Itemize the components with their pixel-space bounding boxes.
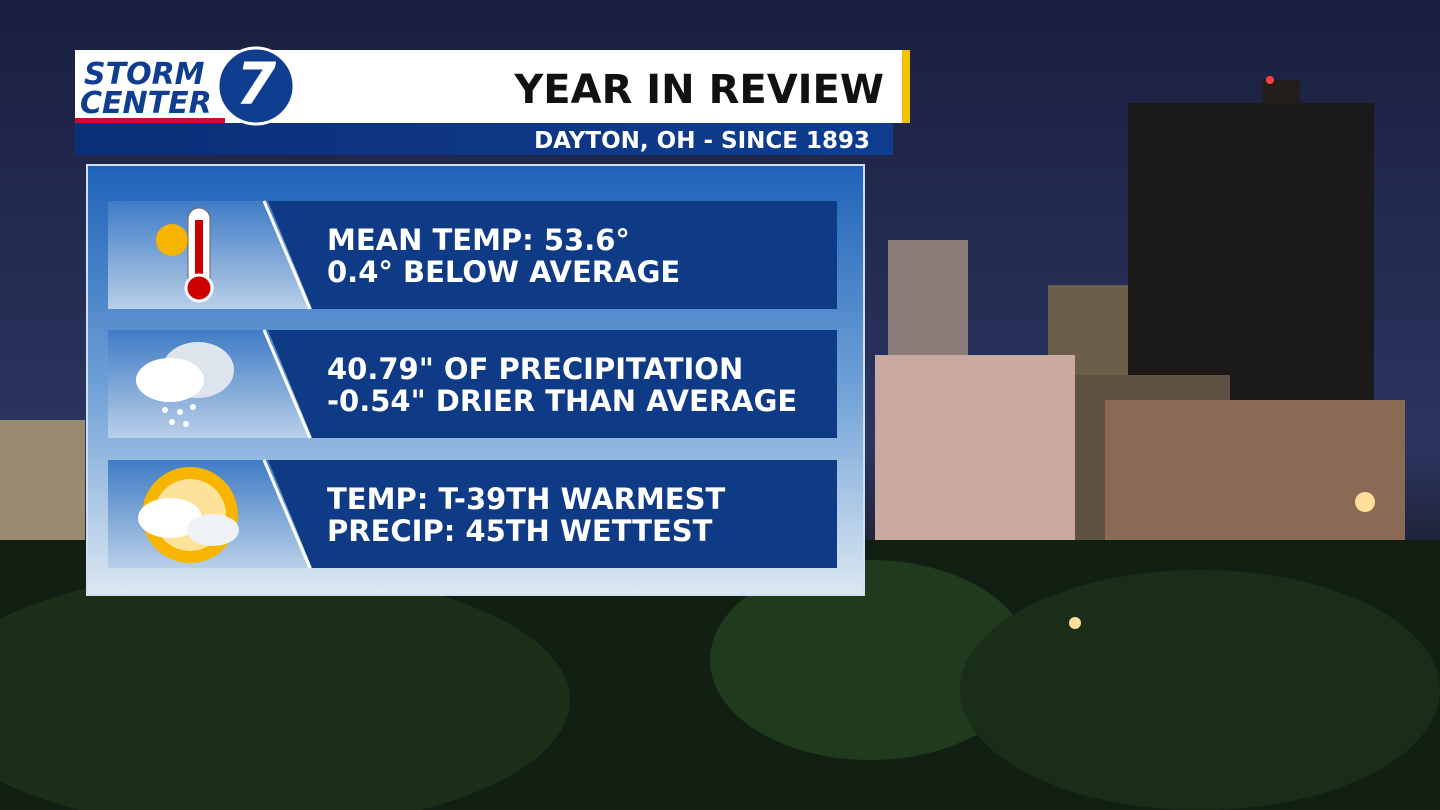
- header: 7 STORM CENTER YEAR IN REVIEW DAYTON, OH…: [75, 46, 910, 155]
- title: YEAR IN REVIEW: [513, 67, 884, 113]
- row-text: 0.4° BELOW AVERAGE: [327, 255, 680, 289]
- row-text: PRECIP: 45TH WETTEST: [327, 514, 713, 548]
- logo-text: STORM: [84, 57, 205, 92]
- row-text: -0.54" DRIER THAN AVERAGE: [327, 384, 797, 418]
- logo-number: 7: [236, 50, 277, 118]
- row-text: 40.79" OF PRECIPITATION: [327, 352, 743, 386]
- rows: MEAN TEMP: 53.6° 0.4° BELOW AVERAGE 40.7…: [108, 200, 837, 569]
- row: 40.79" OF PRECIPITATION -0.54" DRIER THA…: [108, 329, 837, 439]
- row: TEMP: T-39TH WARMEST PRECIP: 45TH WETTES…: [108, 459, 837, 569]
- row: MEAN TEMP: 53.6° 0.4° BELOW AVERAGE: [108, 200, 837, 310]
- skyline: [0, 76, 1440, 810]
- subtitle: DAYTON, OH - SINCE 1893: [534, 128, 870, 154]
- row-text: MEAN TEMP: 53.6°: [327, 223, 630, 257]
- logo-text: CENTER: [80, 86, 212, 121]
- logo-circle: [216, 46, 296, 126]
- row-text: TEMP: T-39TH WARMEST: [327, 482, 725, 516]
